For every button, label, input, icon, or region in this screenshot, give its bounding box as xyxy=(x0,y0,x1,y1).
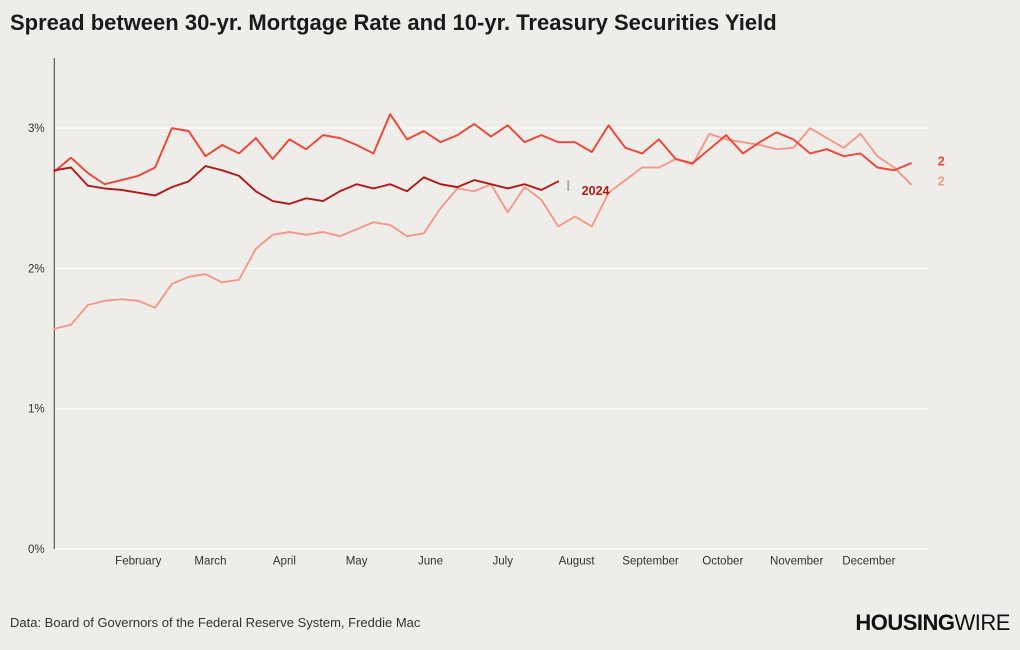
chart-title: Spread between 30-yr. Mortgage Rate and … xyxy=(10,10,777,36)
x-tick-label: February xyxy=(115,556,161,568)
x-tick-label: August xyxy=(559,556,596,568)
y-tick-label: 3% xyxy=(28,123,45,135)
y-tick-label: 0% xyxy=(28,544,45,556)
brand-thin: WIRE xyxy=(955,610,1010,635)
x-tick-label: March xyxy=(194,556,226,568)
line-chart: 0% 1% 2% 3% February March April May June July Au… xyxy=(10,58,945,578)
x-tick-label: April xyxy=(273,556,296,568)
x-tick-label: December xyxy=(842,556,895,568)
x-tick-label: November xyxy=(770,556,823,568)
y-tick-label: 2% xyxy=(28,263,45,275)
series-2022 xyxy=(54,128,911,329)
x-tick-label: June xyxy=(418,556,443,568)
series-label-2024: 2024 xyxy=(582,184,610,198)
brand-logo: HOUSINGWIRE xyxy=(855,610,1010,636)
data-source: Data: Board of Governors of the Federal … xyxy=(10,615,420,630)
x-tick-label: September xyxy=(622,556,679,568)
series-label-2022: 2022 xyxy=(938,174,945,188)
brand-bold: HOUSING xyxy=(855,610,954,635)
y-tick-label: 1% xyxy=(28,404,45,416)
x-tick-label: May xyxy=(346,556,368,568)
x-tick-label: October xyxy=(702,556,743,568)
series-2024 xyxy=(54,166,558,204)
series-label-2023: 2023 xyxy=(938,155,945,169)
x-tick-label: July xyxy=(492,556,513,568)
